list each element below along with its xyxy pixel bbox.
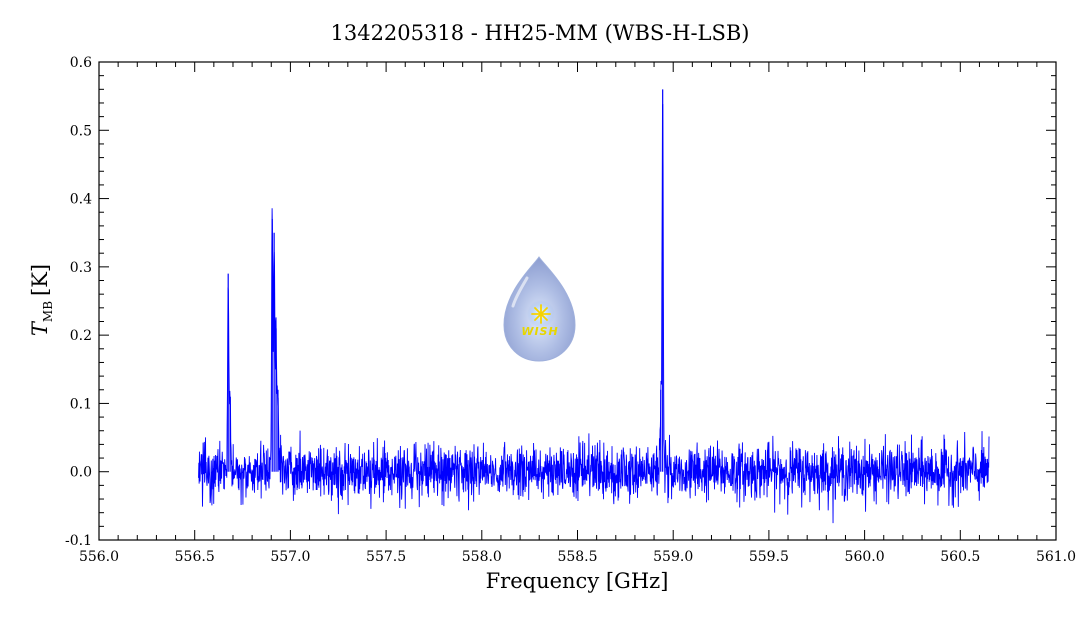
y-tick-label: 0.1 (70, 396, 92, 412)
y-tick-label: 0.6 (70, 55, 92, 71)
y-axis-unit: [K] (28, 264, 52, 296)
x-tick-label: 560.0 (845, 549, 885, 565)
x-tick-label: 557.0 (270, 549, 310, 565)
y-tick-label: 0.0 (70, 465, 92, 481)
x-tick-label: 559.5 (749, 549, 789, 565)
y-axis-subscript: MB (41, 301, 55, 322)
spectrum-layer (198, 89, 990, 524)
star-icon (531, 304, 551, 324)
plot-frame (98, 61, 1057, 541)
x-tick-label: 558.0 (462, 549, 502, 565)
x-axis-label: Frequency [GHz] (486, 569, 669, 593)
wish-logo: WISH (503, 256, 576, 362)
y-axis-label: TMB [K] (28, 264, 55, 336)
y-tick-label: 0.4 (70, 192, 92, 208)
x-tick-label: 559.0 (653, 549, 693, 565)
y-axis-symbol: T (28, 320, 52, 336)
y-tick-label: -0.1 (65, 533, 92, 549)
drop-highlight (511, 276, 529, 308)
x-tick-label: 558.5 (557, 549, 597, 565)
x-tick-label: 556.0 (79, 549, 119, 565)
y-tick-label: 0.2 (70, 328, 92, 344)
axis-ticks: 556.0 556.5 557.0 557.5 558.0 558.5 559.0 559.5… (65, 55, 1076, 565)
y-tick-label: 0.3 (70, 260, 92, 276)
x-tick-label: 557.5 (366, 549, 406, 565)
chart-title: 1342205318 - HH25-MM (WBS-H-LSB) (330, 21, 749, 45)
y-tick-label: 0.5 (70, 123, 92, 139)
x-tick-label: 561.0 (1036, 549, 1076, 565)
series-line-0 (198, 103, 990, 524)
x-tick-label: 560.5 (940, 549, 980, 565)
x-tick-label: 556.5 (175, 549, 215, 565)
logo-text: WISH (521, 325, 558, 338)
